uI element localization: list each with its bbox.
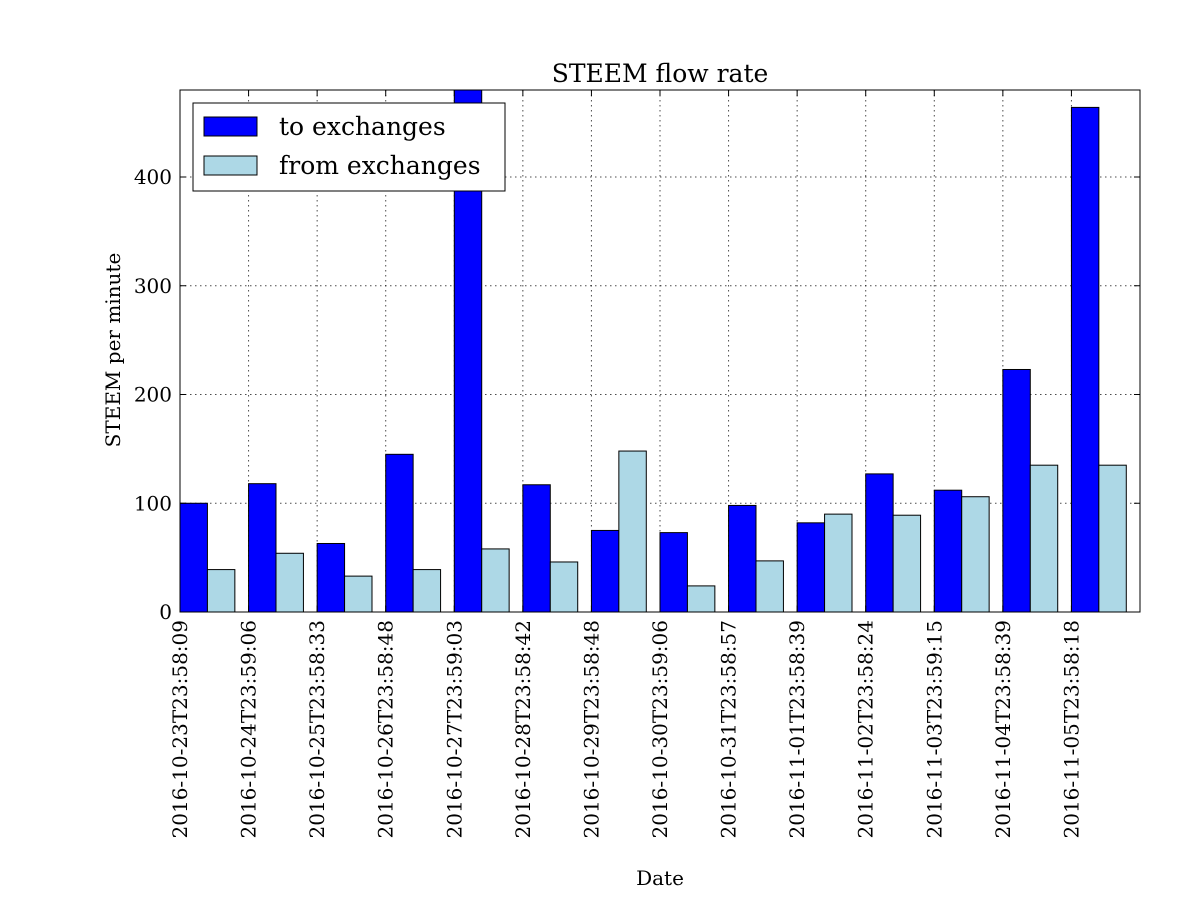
x-axis-label: Date — [636, 866, 684, 890]
bar-to-exchanges — [248, 483, 277, 613]
x-tick-label: 2016-11-05T23:58:18 — [1059, 620, 1083, 838]
bar-to-exchanges — [728, 504, 757, 613]
x-tick-label: 2016-10-26T23:58:48 — [374, 620, 398, 838]
axis-ticks: 0 100 200 300 400 2016-10-23T23:58:09 2016-10-… — [134, 90, 1140, 838]
bar-from-exchanges — [618, 450, 647, 613]
bar-to-exchanges — [659, 532, 688, 613]
x-tick-label: 2016-10-28T23:58:42 — [511, 620, 535, 838]
x-tick-label: 2016-10-24T23:59:06 — [237, 620, 261, 838]
bar-from-exchanges — [961, 496, 990, 613]
legend: to exchanges from exchanges — [192, 102, 506, 192]
bar-from-exchanges — [549, 561, 579, 613]
bar-from-exchanges — [206, 569, 236, 613]
bar-from-exchanges — [481, 548, 510, 613]
bar-from-exchanges — [1029, 464, 1059, 613]
bar-from-exchanges — [412, 569, 442, 613]
x-tick-label: 2016-11-01T23:58:39 — [785, 620, 809, 838]
bar-to-exchanges — [385, 453, 414, 613]
x-tick-label: 2016-10-27T23:59:03 — [442, 620, 466, 838]
bar-to-exchanges — [1002, 368, 1031, 613]
legend-swatch — [203, 155, 258, 176]
y-tick-label: 100 — [134, 491, 172, 515]
bar-from-exchanges — [1098, 464, 1127, 613]
bar-to-exchanges — [865, 473, 894, 613]
bar-from-exchanges — [824, 513, 853, 613]
bar-from-exchanges — [686, 585, 716, 613]
y-tick-label: 0 — [159, 600, 172, 624]
bar-from-exchanges — [892, 514, 922, 613]
bar-from-exchanges — [755, 560, 784, 613]
legend-label: to exchanges — [279, 112, 446, 141]
legend-label: from exchanges — [279, 151, 481, 180]
bar-from-exchanges — [275, 552, 304, 613]
bar-to-exchanges — [522, 484, 551, 613]
bar-to-exchanges — [179, 502, 208, 613]
bar-to-exchanges — [590, 529, 620, 613]
x-tick-label: 2016-10-30T23:59:06 — [648, 620, 672, 838]
y-axis-label: STEEM per minute — [101, 253, 125, 448]
x-tick-label: 2016-10-31T23:58:57 — [717, 620, 741, 838]
x-tick-label: 2016-10-29T23:58:48 — [579, 620, 603, 838]
y-tick-label: 400 — [134, 165, 172, 189]
x-tick-label: 2016-11-03T23:59:15 — [922, 620, 946, 838]
chart-title: STEEM flow rate — [552, 59, 769, 88]
legend-swatch — [203, 116, 258, 137]
bar-to-exchanges — [1070, 106, 1100, 613]
bar-to-exchanges — [316, 542, 346, 613]
x-tick-label: 2016-10-23T23:58:09 — [168, 620, 192, 838]
y-tick-label: 300 — [134, 274, 172, 298]
bar-from-exchanges — [344, 575, 373, 613]
bar-to-exchanges — [796, 522, 826, 613]
x-tick-label: 2016-11-04T23:58:39 — [991, 620, 1015, 838]
x-tick-label: 2016-10-25T23:58:33 — [305, 620, 329, 838]
y-tick-label: 200 — [134, 383, 172, 407]
bars — [179, 89, 1127, 613]
bar-to-exchanges — [933, 489, 963, 613]
x-tick-label: 2016-11-02T23:58:24 — [854, 620, 878, 838]
